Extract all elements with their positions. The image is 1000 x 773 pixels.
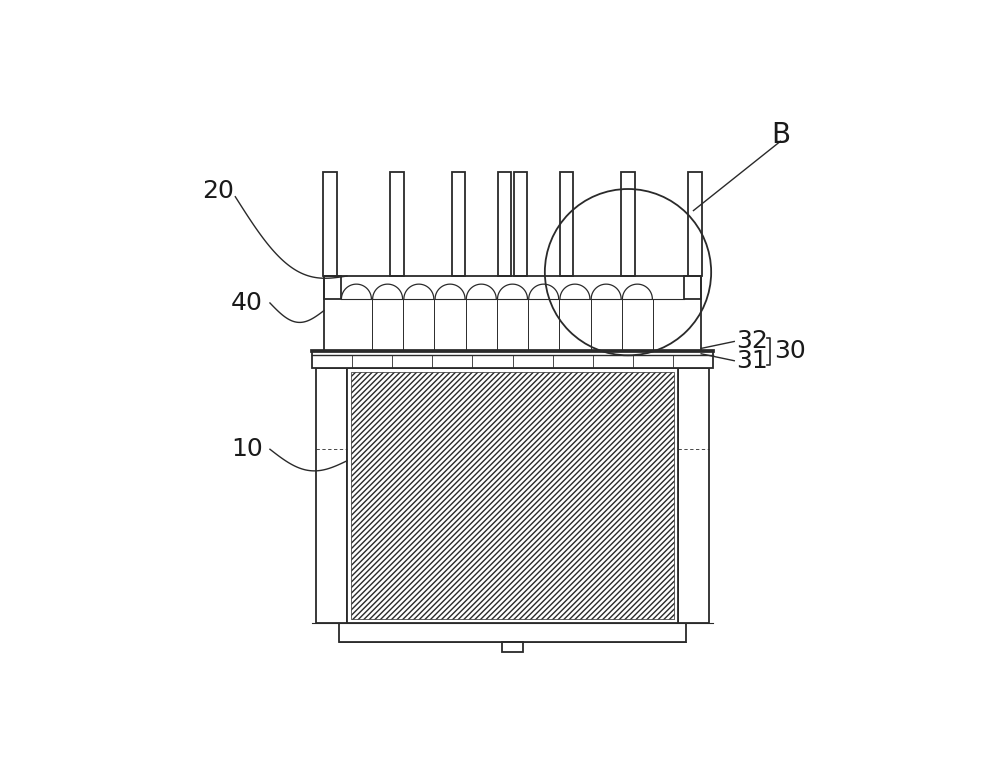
Text: 30: 30	[774, 339, 806, 363]
Bar	[688, 172, 702, 276]
Bar	[390, 172, 404, 276]
Bar	[678, 369, 709, 622]
Bar	[316, 369, 347, 622]
Bar	[339, 622, 686, 642]
Bar	[452, 172, 465, 276]
Text: 31: 31	[736, 349, 768, 373]
Text: 32: 32	[736, 329, 768, 353]
Bar	[514, 172, 527, 276]
Bar	[347, 369, 678, 622]
Bar	[312, 351, 713, 369]
Bar	[502, 642, 523, 652]
Bar	[560, 172, 573, 276]
Text: 20: 20	[202, 179, 234, 203]
Bar	[498, 172, 511, 276]
Bar	[323, 172, 337, 276]
Bar	[324, 276, 341, 299]
Text: 40: 40	[231, 291, 263, 315]
Bar	[684, 276, 701, 299]
Bar	[621, 172, 635, 276]
Bar	[351, 373, 674, 618]
Text: 10: 10	[231, 438, 263, 461]
Text: B: B	[771, 121, 790, 149]
